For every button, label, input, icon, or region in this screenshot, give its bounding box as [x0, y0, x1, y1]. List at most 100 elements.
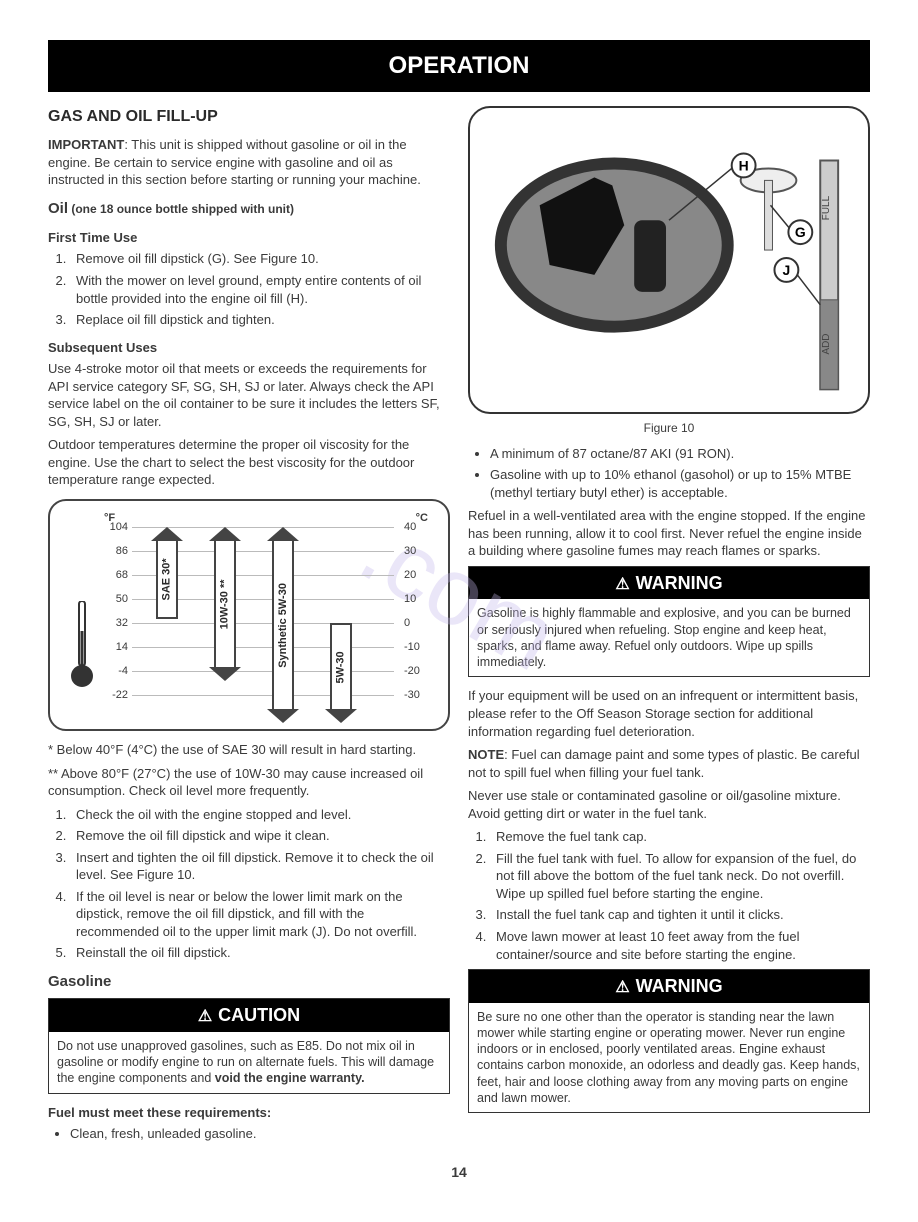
important-label: IMPORTANT — [48, 137, 124, 152]
refuel-paragraph: Refuel in a well-ventilated area with th… — [468, 507, 870, 560]
gridline — [132, 623, 394, 624]
caution-text-bold: void the engine warranty. — [215, 1071, 365, 1085]
note-text: : Fuel can damage paint and some types o… — [468, 747, 860, 780]
caution-box: ⚠ CAUTION Do not use unapproved gasolines… — [48, 998, 450, 1093]
fuel-req-heading: Fuel must meet these requirements: — [48, 1104, 450, 1122]
warning-body: Be sure no one other than the operator i… — [469, 1003, 869, 1113]
viscosity-arrow: SAE 30* — [156, 539, 178, 619]
viscosity-arrow: Synthetic 5W-30 — [272, 539, 294, 711]
two-column-layout: GAS AND OIL FILL-UP IMPORTANT: This unit… — [48, 106, 870, 1148]
list-item: Reinstall the oil fill dipstick. — [70, 944, 450, 962]
fuel-req-list: Clean, fresh, unleaded gasoline. — [70, 1125, 450, 1143]
list-item: Insert and tighten the oil fill dipstick… — [70, 849, 450, 884]
arrow-label: 10W-30 ** — [218, 579, 233, 629]
list-item: With the mower on level ground, empty en… — [70, 272, 450, 307]
fuel-spec-bullets: A minimum of 87 octane/87 AKI (91 RON). … — [490, 445, 870, 502]
viscosity-chart: °F °C 1044086306820501032014-10-4-20-22-… — [48, 499, 450, 731]
list-item: Remove the fuel tank cap. — [490, 828, 870, 846]
stale-fuel-paragraph: Never use stale or contaminated gasoline… — [468, 787, 870, 822]
f-tick: 32 — [104, 616, 128, 631]
first-time-heading: First Time Use — [48, 229, 450, 247]
f-tick: 14 — [104, 640, 128, 655]
fueling-steps: Remove the fuel tank cap. Fill the fuel … — [490, 828, 870, 963]
warning-triangle-icon: ⚠ — [615, 574, 629, 596]
list-item: Remove oil fill dipstick (G). See Figure… — [70, 250, 450, 268]
page-number: 14 — [48, 1163, 870, 1182]
list-item: Fill the fuel tank with fuel. To allow f… — [490, 850, 870, 903]
warning-header: ⚠ WARNING — [469, 970, 869, 1003]
note-label: NOTE — [468, 747, 504, 762]
viscosity-arrow: 10W-30 ** — [214, 539, 236, 669]
note-paragraph: NOTE: Fuel can damage paint and some typ… — [468, 746, 870, 781]
chart-note-2: ** Above 80°F (27°C) the use of 10W-30 m… — [48, 765, 450, 800]
list-item: Clean, fresh, unleaded gasoline. — [70, 1125, 450, 1143]
warning-triangle-icon: ⚠ — [198, 1006, 212, 1028]
c-tick: -20 — [404, 664, 428, 679]
caution-header: ⚠ CAUTION — [49, 999, 449, 1032]
gasoline-heading: Gasoline — [48, 972, 450, 992]
f-tick: 86 — [104, 544, 128, 559]
warning-box-1: ⚠ WARNING Gasoline is highly flammable an… — [468, 566, 870, 678]
list-item: Move lawn mower at least 10 feet away fr… — [490, 928, 870, 963]
gridline — [132, 647, 394, 648]
svg-text:ADD: ADD — [821, 334, 832, 355]
arrow-label: 5W-30 — [334, 651, 349, 683]
caution-title: CAUTION — [218, 1005, 300, 1025]
f-tick: -4 — [104, 664, 128, 679]
oil-check-list: Check the oil with the engine stopped an… — [70, 806, 450, 962]
gridline — [132, 695, 394, 696]
list-item: Remove the oil fill dipstick and wipe it… — [70, 827, 450, 845]
c-tick: 30 — [404, 544, 428, 559]
oil-subtitle: (one 18 ounce bottle shipped with unit) — [68, 202, 294, 216]
c-tick: 40 — [404, 520, 428, 535]
warning-triangle-icon: ⚠ — [615, 977, 629, 999]
list-item: Check the oil with the engine stopped an… — [70, 806, 450, 824]
list-item: If the oil level is near or below the lo… — [70, 888, 450, 941]
subsequent-heading: Subsequent Uses — [48, 339, 450, 357]
f-tick: 68 — [104, 568, 128, 583]
first-time-list: Remove oil fill dipstick (G). See Figure… — [70, 250, 450, 328]
viscosity-arrow: 5W-30 — [330, 623, 352, 711]
c-tick: -10 — [404, 640, 428, 655]
figure-10: FULL ADD H G J — [468, 106, 870, 414]
warning-header: ⚠ WARNING — [469, 567, 869, 600]
c-tick: 0 — [404, 616, 428, 631]
figure-caption: Figure 10 — [468, 420, 870, 436]
list-item: A minimum of 87 octane/87 AKI (91 RON). — [490, 445, 870, 463]
arrow-label: Synthetic 5W-30 — [276, 583, 291, 668]
warning-title: WARNING — [636, 976, 723, 996]
section-banner: OPERATION — [48, 40, 870, 92]
c-tick: 20 — [404, 568, 428, 583]
svg-text:FULL: FULL — [821, 196, 832, 221]
subsequent-p1: Use 4-stroke motor oil that meets or exc… — [48, 360, 450, 430]
warning-body: Gasoline is highly flammable and explosi… — [469, 599, 869, 676]
warning-box-2: ⚠ WARNING Be sure no one other than the o… — [468, 969, 870, 1113]
caution-body: Do not use unapproved gasolines, such as… — [49, 1032, 449, 1093]
warning-title: WARNING — [636, 573, 723, 593]
svg-text:G: G — [795, 225, 806, 241]
svg-text:H: H — [739, 158, 749, 174]
off-season-paragraph: If your equipment will be used on an inf… — [468, 687, 870, 740]
subsequent-p2: Outdoor temperatures determine the prope… — [48, 436, 450, 489]
c-tick: -30 — [404, 688, 428, 703]
oil-title: Oil — [48, 200, 68, 217]
f-tick: -22 — [104, 688, 128, 703]
arrow-label: SAE 30* — [160, 558, 175, 600]
chart-area: °F °C 1044086306820501032014-10-4-20-22-… — [64, 511, 434, 721]
gridline — [132, 671, 394, 672]
list-item: Gasoline with up to 10% ethanol (gasohol… — [490, 466, 870, 501]
svg-text:J: J — [783, 262, 791, 278]
chart-note-1: * Below 40°F (4°C) the use of SAE 30 wil… — [48, 741, 450, 759]
c-tick: 10 — [404, 592, 428, 607]
f-tick: 50 — [104, 592, 128, 607]
right-column: FULL ADD H G J Figure 10 A minimum of 87… — [468, 106, 870, 1148]
figure-10-svg: FULL ADD H G J — [470, 108, 868, 412]
important-paragraph: IMPORTANT: This unit is shipped without … — [48, 136, 450, 189]
list-item: Install the fuel tank cap and tighten it… — [490, 906, 870, 924]
heading-gas-oil: GAS AND OIL FILL-UP — [48, 106, 450, 128]
thermometer-icon — [70, 601, 94, 691]
left-column: GAS AND OIL FILL-UP IMPORTANT: This unit… — [48, 106, 450, 1148]
oil-heading: Oil (one 18 ounce bottle shipped with un… — [48, 199, 450, 219]
f-tick: 104 — [104, 520, 128, 535]
list-item: Replace oil fill dipstick and tighten. — [70, 311, 450, 329]
